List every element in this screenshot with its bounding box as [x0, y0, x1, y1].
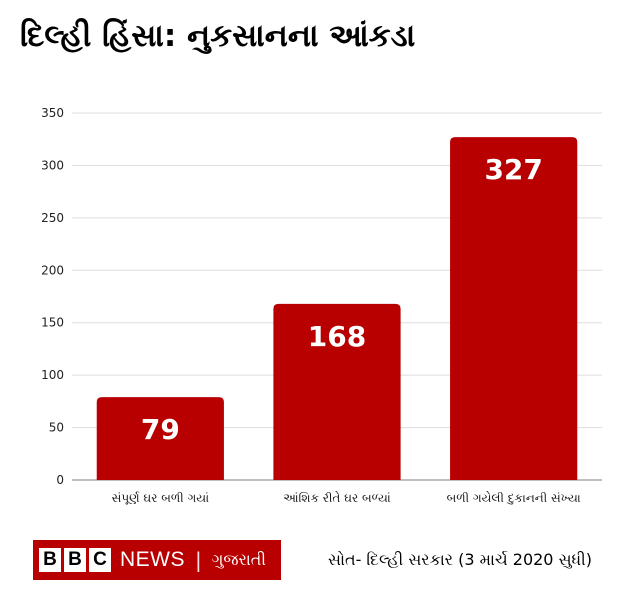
y-tick-label: 350 — [41, 106, 64, 120]
chart-title: દિલ્હી હિંસા: નુકસાનના આંકડા — [20, 18, 416, 54]
y-tick-label: 150 — [41, 316, 64, 330]
bar — [96, 397, 224, 480]
source-note: સોત- દિલ્હી સરકાર (3 માર્ચ 2020 સુધી) — [328, 550, 592, 569]
brand-separator: | — [195, 548, 202, 572]
bar-data-label: 79 — [141, 413, 180, 446]
y-tick-label: 200 — [41, 263, 64, 277]
bar-data-label: 327 — [484, 153, 542, 186]
x-tick-label: સંપૂર્ણ ઘર બળી ગયાં — [112, 491, 209, 506]
bbc-logo: B B C NEWS | ગુજરાતી — [33, 540, 281, 580]
bbc-letter: C — [89, 548, 111, 572]
bar — [273, 303, 401, 480]
brand-language: ગુજરાતી — [211, 550, 266, 569]
y-tick-label: 50 — [49, 421, 64, 435]
bbc-letter: B — [39, 548, 61, 572]
y-tick-label: 0 — [56, 473, 64, 487]
bbc-letter: B — [64, 548, 86, 572]
brand-news: NEWS — [120, 548, 185, 571]
x-tick-label: આંશિક રીતે ઘર બળ્યાં — [283, 491, 391, 505]
bar-data-label: 168 — [308, 320, 366, 353]
bar — [450, 137, 578, 481]
y-tick-label: 300 — [41, 158, 64, 172]
y-tick-label: 100 — [41, 368, 64, 382]
bbc-blocks: B B C — [39, 548, 111, 572]
x-tick-label: બળી ગયેલી દુકાનની સંખ્યા — [447, 491, 581, 505]
y-tick-label: 250 — [41, 211, 64, 225]
